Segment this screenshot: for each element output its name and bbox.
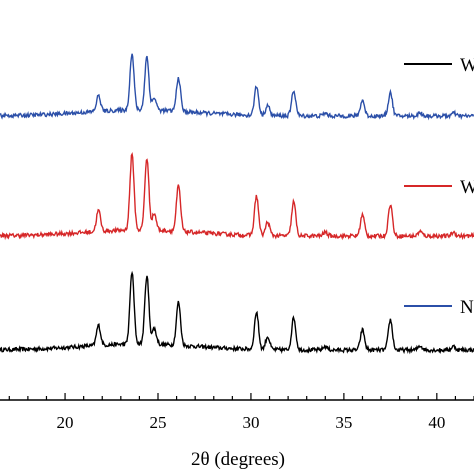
x-axis: 20 25 30 35 40 — [0, 393, 474, 432]
legend-label-1: W — [460, 55, 474, 76]
x-tick-label: 40 — [428, 413, 445, 432]
x-tick-label: 20 — [57, 413, 74, 432]
series-line-1 — [0, 270, 474, 355]
series-layer — [0, 53, 474, 355]
legend-label-2: W — [460, 177, 474, 198]
x-axis-label: 2θ (degrees) — [191, 449, 285, 470]
legend-label-3: N — [460, 297, 474, 318]
x-tick-label: 25 — [150, 413, 167, 432]
x-tick-label: 30 — [242, 413, 259, 432]
x-tick-label: 35 — [335, 413, 352, 432]
legend: W W N — [404, 55, 474, 318]
series-line-3 — [0, 53, 474, 121]
series-line-2 — [0, 152, 474, 241]
